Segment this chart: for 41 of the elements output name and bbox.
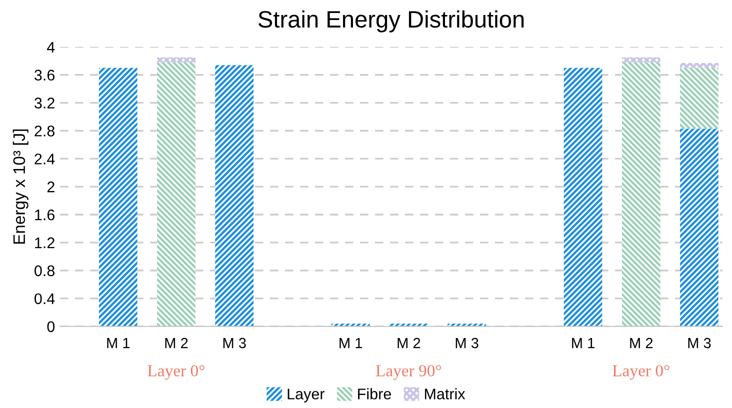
legend-label: Layer — [288, 388, 325, 402]
legend-label: Matrix — [424, 388, 466, 400]
chart-title: Strain Energy Distribution — [258, 10, 524, 32]
y-tick-label: 2 — [47, 182, 54, 192]
x-tick-label: M 1 — [340, 338, 362, 348]
bar — [680, 68, 718, 129]
x-tick-label: M 3 — [688, 338, 711, 348]
y-tick-label: 1.6 — [35, 209, 54, 220]
y-tick-label: 0 — [47, 321, 55, 332]
text: Layer 0° — [612, 365, 670, 380]
text: Layer 90° — [376, 365, 442, 380]
y-tick-label: 0.8 — [34, 265, 54, 276]
x-tick-label: M 1 — [107, 338, 130, 348]
bar — [564, 68, 602, 326]
x-tick-label: M 2 — [398, 338, 420, 348]
y-tick-label: 3.6 — [34, 70, 54, 81]
y-tick-label: 0.4 — [34, 293, 55, 304]
x-tick-label: M 3 — [223, 338, 246, 348]
y-tick-label: 2.8 — [34, 126, 54, 136]
y-tick-label: 1.2 — [35, 237, 54, 248]
bar — [622, 62, 660, 326]
legend-label: Fibre — [358, 388, 391, 400]
x-tick-label: M 1 — [572, 338, 594, 348]
bar — [680, 62, 718, 68]
bar — [622, 57, 660, 62]
bar — [390, 324, 428, 326]
text: Layer 0° — [148, 365, 204, 380]
bar — [680, 128, 718, 326]
y-axis-title: Energy x 10³ [J] — [12, 129, 28, 244]
bar — [157, 62, 196, 326]
bar — [215, 65, 254, 326]
bar — [331, 324, 370, 326]
x-tick-label: M 3 — [456, 338, 478, 348]
y-tick-label: 2.4 — [34, 154, 55, 164]
bar — [157, 57, 196, 62]
y-tick-label: 4 — [47, 42, 55, 52]
x-tick-label: M 2 — [165, 338, 188, 348]
y-tick-label: 3.2 — [34, 98, 54, 108]
x-tick-label: M 2 — [630, 338, 653, 348]
bar — [448, 324, 486, 326]
bar — [98, 68, 138, 326]
